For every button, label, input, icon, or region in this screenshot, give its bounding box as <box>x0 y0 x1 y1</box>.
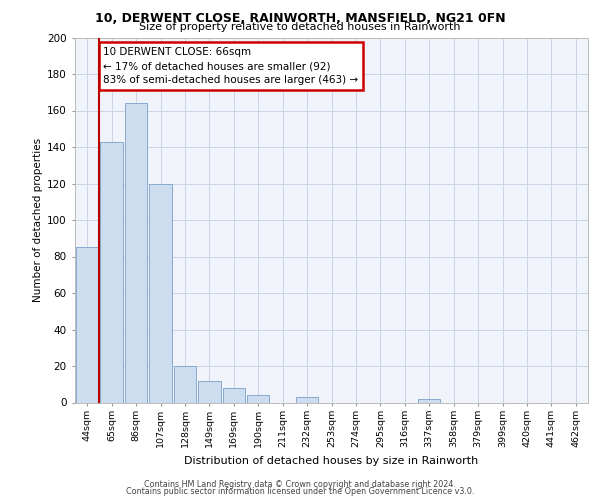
Bar <box>296 397 319 402</box>
Bar <box>223 388 245 402</box>
Text: 10, DERWENT CLOSE, RAINWORTH, MANSFIELD, NG21 0FN: 10, DERWENT CLOSE, RAINWORTH, MANSFIELD,… <box>95 12 505 26</box>
Bar <box>247 395 269 402</box>
Text: Contains public sector information licensed under the Open Government Licence v3: Contains public sector information licen… <box>126 487 474 496</box>
Text: Contains HM Land Registry data © Crown copyright and database right 2024.: Contains HM Land Registry data © Crown c… <box>144 480 456 489</box>
Y-axis label: Number of detached properties: Number of detached properties <box>33 138 43 302</box>
Bar <box>100 142 123 402</box>
Bar <box>76 248 98 402</box>
X-axis label: Distribution of detached houses by size in Rainworth: Distribution of detached houses by size … <box>184 456 479 466</box>
Bar <box>125 103 148 403</box>
Text: 10 DERWENT CLOSE: 66sqm
← 17% of detached houses are smaller (92)
83% of semi-de: 10 DERWENT CLOSE: 66sqm ← 17% of detache… <box>103 46 358 86</box>
Bar <box>198 380 221 402</box>
Text: Size of property relative to detached houses in Rainworth: Size of property relative to detached ho… <box>139 22 461 32</box>
Bar <box>173 366 196 403</box>
Bar <box>418 399 440 402</box>
Bar <box>149 184 172 402</box>
